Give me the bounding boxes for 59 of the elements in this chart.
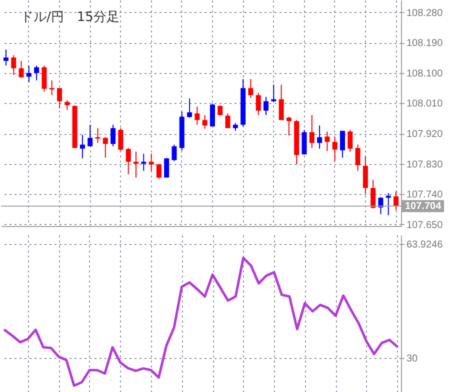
candlestick <box>309 114 314 148</box>
candlestick <box>394 190 399 211</box>
candlestick <box>164 157 170 178</box>
candlestick <box>126 147 131 175</box>
candlestick <box>3 48 8 66</box>
y-tick-label: 108.190 <box>406 38 444 50</box>
candlestick <box>362 156 368 194</box>
candlestick <box>264 96 269 116</box>
y-tick-label: 30 <box>406 354 418 365</box>
candlestick <box>11 54 16 76</box>
y-tick-label: 107.740 <box>406 190 444 201</box>
candlestick <box>194 106 200 126</box>
y-tick-label: 108.280 <box>406 8 444 19</box>
candlestick <box>118 128 124 152</box>
line-series <box>4 256 398 387</box>
candlestick <box>110 124 116 147</box>
candlestick <box>95 128 100 144</box>
candlestick <box>102 136 108 158</box>
candlestick <box>386 192 391 216</box>
candlestick <box>156 163 162 180</box>
candlestick <box>34 65 40 81</box>
candlestick <box>26 65 32 83</box>
y-tick-label: 107.920 <box>406 129 444 140</box>
candlestick <box>218 104 223 116</box>
candlestick <box>202 114 208 130</box>
candlestick <box>248 78 254 98</box>
candlestick <box>348 129 353 152</box>
candlestick <box>370 179 376 210</box>
candlestick <box>225 112 230 129</box>
candlestick <box>271 84 276 102</box>
candlestick <box>355 144 360 172</box>
candlestick <box>64 100 70 110</box>
candlestick <box>18 60 24 78</box>
candlestick <box>256 92 261 116</box>
y-tick-label: 108.100 <box>406 68 444 80</box>
y-tick-label: 107.830 <box>406 159 444 170</box>
candlestick <box>57 88 62 109</box>
candlestick <box>317 124 322 150</box>
candlestick <box>187 98 192 118</box>
y-tick-label: 108.010 <box>406 98 444 110</box>
y-tick-label: 63.9246 <box>406 239 444 250</box>
candlestick <box>42 65 47 92</box>
candlestick <box>133 151 138 178</box>
candlestick <box>324 130 330 152</box>
candlestick <box>332 136 338 162</box>
candlestick <box>49 80 54 96</box>
candlestick <box>278 84 284 121</box>
candlestick <box>302 129 307 155</box>
candlestick <box>148 153 154 172</box>
candlestick <box>141 153 146 172</box>
candlestick <box>172 144 177 162</box>
y-tick-label: 107.650 <box>406 220 444 231</box>
ref-line-label: 107.704 <box>405 201 442 212</box>
candlestick <box>340 130 345 158</box>
text: ドル/円 15分足 <box>20 10 120 25</box>
candlestick <box>210 103 215 127</box>
candlestick <box>286 116 292 136</box>
candlestick <box>80 134 85 159</box>
candlestick <box>88 124 93 147</box>
